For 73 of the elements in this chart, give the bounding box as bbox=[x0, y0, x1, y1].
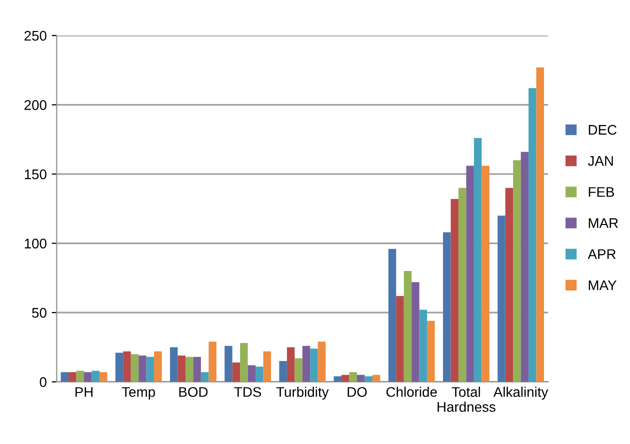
bar bbox=[60, 372, 69, 382]
bar bbox=[84, 372, 92, 382]
x-tick-label: Turbidity bbox=[276, 386, 329, 400]
bar bbox=[342, 374, 350, 382]
bar bbox=[349, 372, 357, 382]
bar bbox=[513, 160, 521, 382]
legend-label: DEC bbox=[588, 124, 617, 135]
bar bbox=[482, 166, 490, 382]
bar bbox=[388, 248, 396, 382]
bar bbox=[427, 320, 435, 382]
bar bbox=[396, 296, 404, 382]
bar bbox=[364, 376, 372, 382]
bar bbox=[200, 372, 209, 382]
bar bbox=[474, 138, 482, 382]
bar bbox=[185, 356, 194, 382]
bar bbox=[357, 374, 365, 382]
bar bbox=[498, 216, 506, 382]
bar bbox=[99, 372, 108, 382]
bar bbox=[115, 352, 124, 382]
legend-label: MAY bbox=[588, 280, 617, 290]
y-tick-label: 150 bbox=[24, 169, 46, 180]
bar bbox=[256, 366, 264, 382]
x-tick-label: PH bbox=[75, 387, 93, 397]
bar bbox=[178, 356, 186, 382]
x-tick-label: Chloride bbox=[386, 386, 437, 397]
bar bbox=[240, 343, 248, 382]
x-tick-label: DO bbox=[348, 387, 367, 397]
bar bbox=[263, 351, 272, 382]
bar bbox=[279, 361, 287, 382]
bar bbox=[442, 232, 451, 382]
y-tick-label: 100 bbox=[24, 238, 46, 248]
bar bbox=[458, 188, 466, 382]
legend-label: APR bbox=[588, 249, 616, 259]
bar bbox=[302, 346, 310, 382]
bar bbox=[294, 358, 302, 382]
bar bbox=[286, 347, 295, 382]
bar bbox=[138, 356, 146, 382]
bar bbox=[170, 347, 178, 382]
x-tick-label: Alkalinity bbox=[493, 386, 548, 400]
bar bbox=[318, 342, 326, 382]
legend-label: MAR bbox=[588, 218, 618, 228]
bar bbox=[450, 198, 458, 382]
bar bbox=[76, 370, 84, 382]
bar bbox=[208, 342, 216, 382]
bar bbox=[130, 354, 139, 382]
bar bbox=[68, 372, 76, 382]
bar bbox=[404, 271, 412, 382]
bar bbox=[92, 370, 100, 382]
y-tick-label: 0 bbox=[40, 377, 46, 388]
y-tick-label: 250 bbox=[24, 30, 46, 41]
y-tick-label: 200 bbox=[24, 100, 46, 110]
bar bbox=[232, 362, 240, 382]
bar bbox=[505, 188, 514, 382]
bar bbox=[248, 365, 256, 382]
bar bbox=[154, 351, 162, 382]
bar bbox=[146, 356, 154, 382]
bar bbox=[193, 356, 201, 382]
bar bbox=[310, 348, 318, 382]
bar bbox=[466, 166, 474, 382]
bar bbox=[123, 351, 131, 382]
x-tick-label: TDS bbox=[234, 387, 262, 397]
legend-label: FEB bbox=[588, 187, 614, 197]
bar bbox=[224, 346, 232, 382]
y-tick-label: 50 bbox=[32, 308, 46, 318]
bar bbox=[536, 67, 544, 382]
x-tick-label: Temp bbox=[122, 387, 155, 400]
bar bbox=[528, 88, 536, 382]
bar bbox=[372, 374, 380, 382]
bar bbox=[419, 310, 428, 382]
legend-label: JAN bbox=[588, 156, 613, 166]
x-tick-label: BOD bbox=[179, 387, 208, 397]
bar bbox=[412, 282, 420, 382]
bar bbox=[520, 152, 529, 382]
